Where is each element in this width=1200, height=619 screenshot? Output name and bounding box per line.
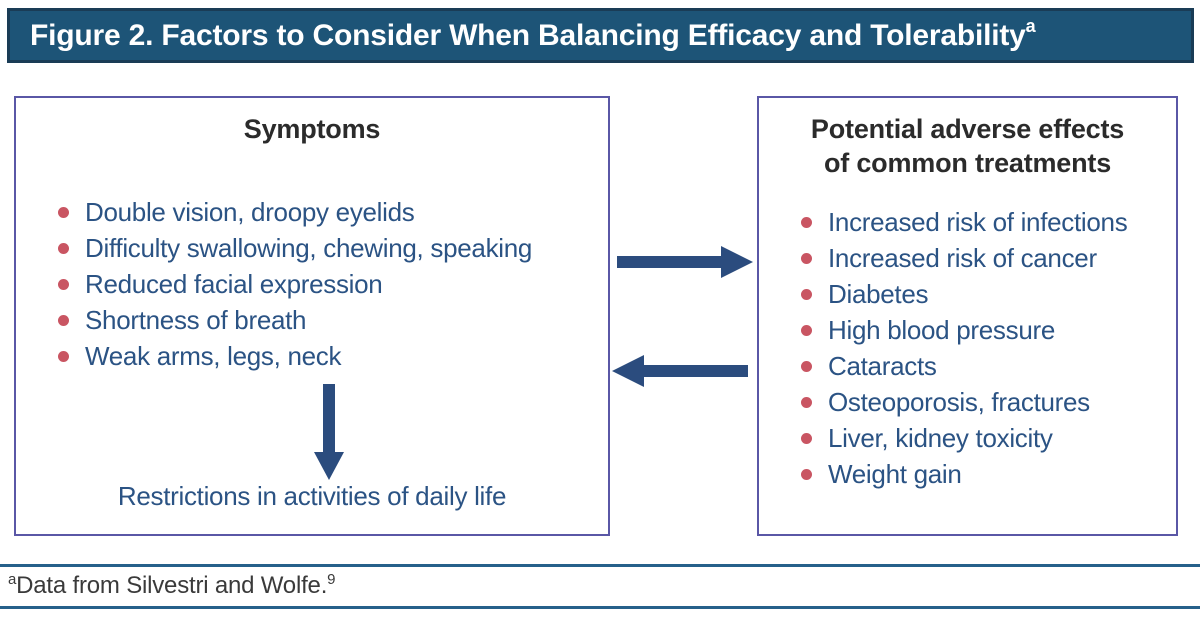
footnote-reference-superscript: 9	[327, 571, 336, 588]
footnote-rule-top	[0, 564, 1200, 567]
list-item: Liver, kidney toxicity	[787, 420, 1127, 456]
figure-title: Figure 2. Factors to Consider When Balan…	[30, 19, 1026, 52]
list-item: Diabetes	[787, 276, 1127, 312]
adverse-effects-panel-header: Potential adverse effects of common trea…	[810, 114, 1125, 178]
list-item: Increased risk of cancer	[787, 240, 1127, 276]
symptoms-list: Double vision, droopy eyelids Difficulty…	[44, 194, 532, 374]
footnote-superscript: a	[8, 571, 17, 588]
footnote-text: Data from Silvestri and Wolfe.	[16, 572, 328, 599]
list-item: Shortness of breath	[44, 302, 532, 338]
figure-title-superscript: a	[1025, 16, 1036, 36]
list-item: Osteoporosis, fractures	[787, 384, 1127, 420]
adverse-effects-panel: Potential adverse effects of common trea…	[757, 96, 1178, 536]
arrow-left-icon	[612, 355, 748, 387]
symptoms-panel: Symptoms Double vision, droopy eyelids D…	[14, 96, 610, 536]
arrow-right-icon	[617, 246, 753, 278]
list-item: Reduced facial expression	[44, 266, 532, 302]
footnote: aData from Silvestri and Wolfe.9	[8, 571, 336, 600]
list-item: Cataracts	[787, 348, 1127, 384]
adverse-effects-list: Increased risk of infections Increased r…	[787, 204, 1128, 492]
footnote-rule-bottom	[0, 606, 1200, 609]
figure-title-bar: Figure 2. Factors to Consider When Balan…	[7, 8, 1194, 63]
symptoms-outcome-text: Restrictions in activities of daily life	[117, 481, 507, 511]
list-item: Weak arms, legs, neck	[44, 338, 532, 374]
list-item: High blood pressure	[787, 312, 1127, 348]
arrow-down-icon	[314, 384, 344, 480]
list-item: Double vision, droopy eyelids	[44, 194, 532, 230]
list-item: Weight gain	[787, 456, 1127, 492]
list-item: Increased risk of infections	[787, 204, 1128, 240]
list-item: Difficulty swallowing, chewing, speaking	[44, 230, 532, 266]
symptoms-panel-header: Symptoms	[243, 114, 381, 144]
